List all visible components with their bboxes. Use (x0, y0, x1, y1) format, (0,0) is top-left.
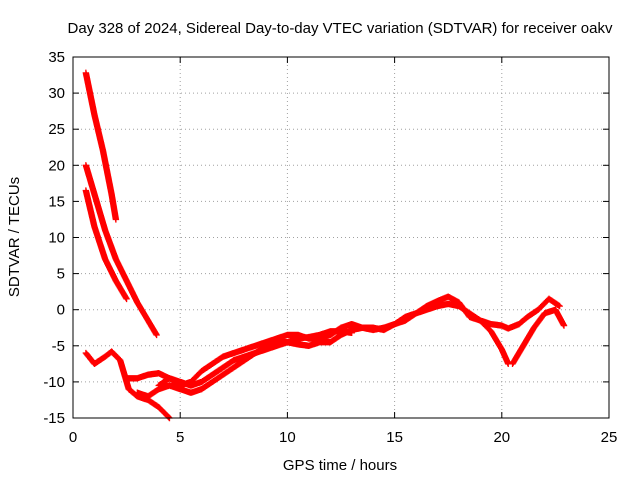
y-tick-label: 35 (48, 49, 65, 66)
series-arc-a (82, 69, 120, 223)
y-tick-label: 30 (48, 85, 65, 102)
data-points (509, 306, 568, 368)
x-axis-label: GPS time / hours (283, 457, 397, 474)
y-tick-label: -10 (43, 374, 65, 391)
x-tick-label: 10 (279, 429, 296, 446)
y-tick-label: -5 (52, 338, 65, 355)
x-tick-label: 5 (176, 429, 184, 446)
y-tick-label: 15 (48, 193, 65, 210)
x-tick-label: 20 (493, 429, 510, 446)
x-tick-label: 25 (601, 429, 618, 446)
y-axis-label: SDTVAR / TECUs (6, 177, 23, 297)
series-arc-h (509, 306, 568, 368)
x-tick-label: 15 (386, 429, 403, 446)
data-layer (82, 69, 568, 422)
y-tick-label: 10 (48, 230, 65, 247)
data-points (82, 187, 130, 303)
x-tick-label: 0 (69, 429, 77, 446)
y-tick-label: 25 (48, 121, 65, 138)
data-points (82, 69, 120, 223)
data-points (155, 328, 355, 389)
y-tick-label: 0 (57, 302, 65, 319)
series-arc-g (155, 328, 355, 389)
y-tick-label: 20 (48, 157, 65, 174)
data-points (82, 162, 160, 339)
series-arc-d (82, 348, 173, 422)
series-arc-b (82, 162, 160, 339)
y-tick-label: -15 (43, 410, 65, 427)
chart-title: Day 328 of 2024, Sidereal Day-to-day VTE… (68, 20, 613, 37)
grid-layer (73, 57, 609, 418)
plot-frame (72, 56, 610, 419)
data-points (82, 348, 173, 422)
y-tick-label: 5 (57, 266, 65, 283)
series-arc-c (82, 187, 130, 303)
